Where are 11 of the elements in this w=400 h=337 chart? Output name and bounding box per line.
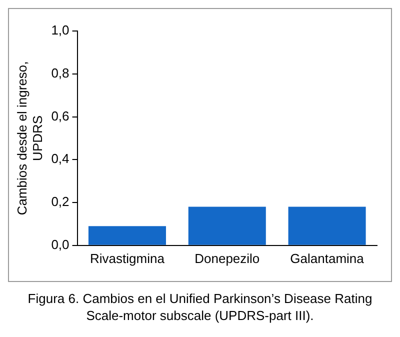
x-tick-label: Rivastigmina xyxy=(90,250,166,266)
x-tick-label: Donepezilo xyxy=(194,250,260,266)
y-tick-label: 0,6 xyxy=(51,108,70,124)
y-tick-label: 0,8 xyxy=(51,65,70,80)
y-tick-label: 1,0 xyxy=(51,22,70,38)
x-tick-label: Galantamina xyxy=(290,250,365,266)
text: Figura 6. Cambios en el Unified Parkinson’s Disease Rating Scale-motor subscale (UPDRS-part III). xyxy=(26,290,374,324)
y-axis-title: Cambios desde el ingreso, UPDRS xyxy=(14,61,45,216)
y-tick-label: 0,0 xyxy=(51,236,70,252)
y-tick-label: 0,2 xyxy=(51,194,70,210)
y-tick-label: 0,4 xyxy=(51,151,70,166)
